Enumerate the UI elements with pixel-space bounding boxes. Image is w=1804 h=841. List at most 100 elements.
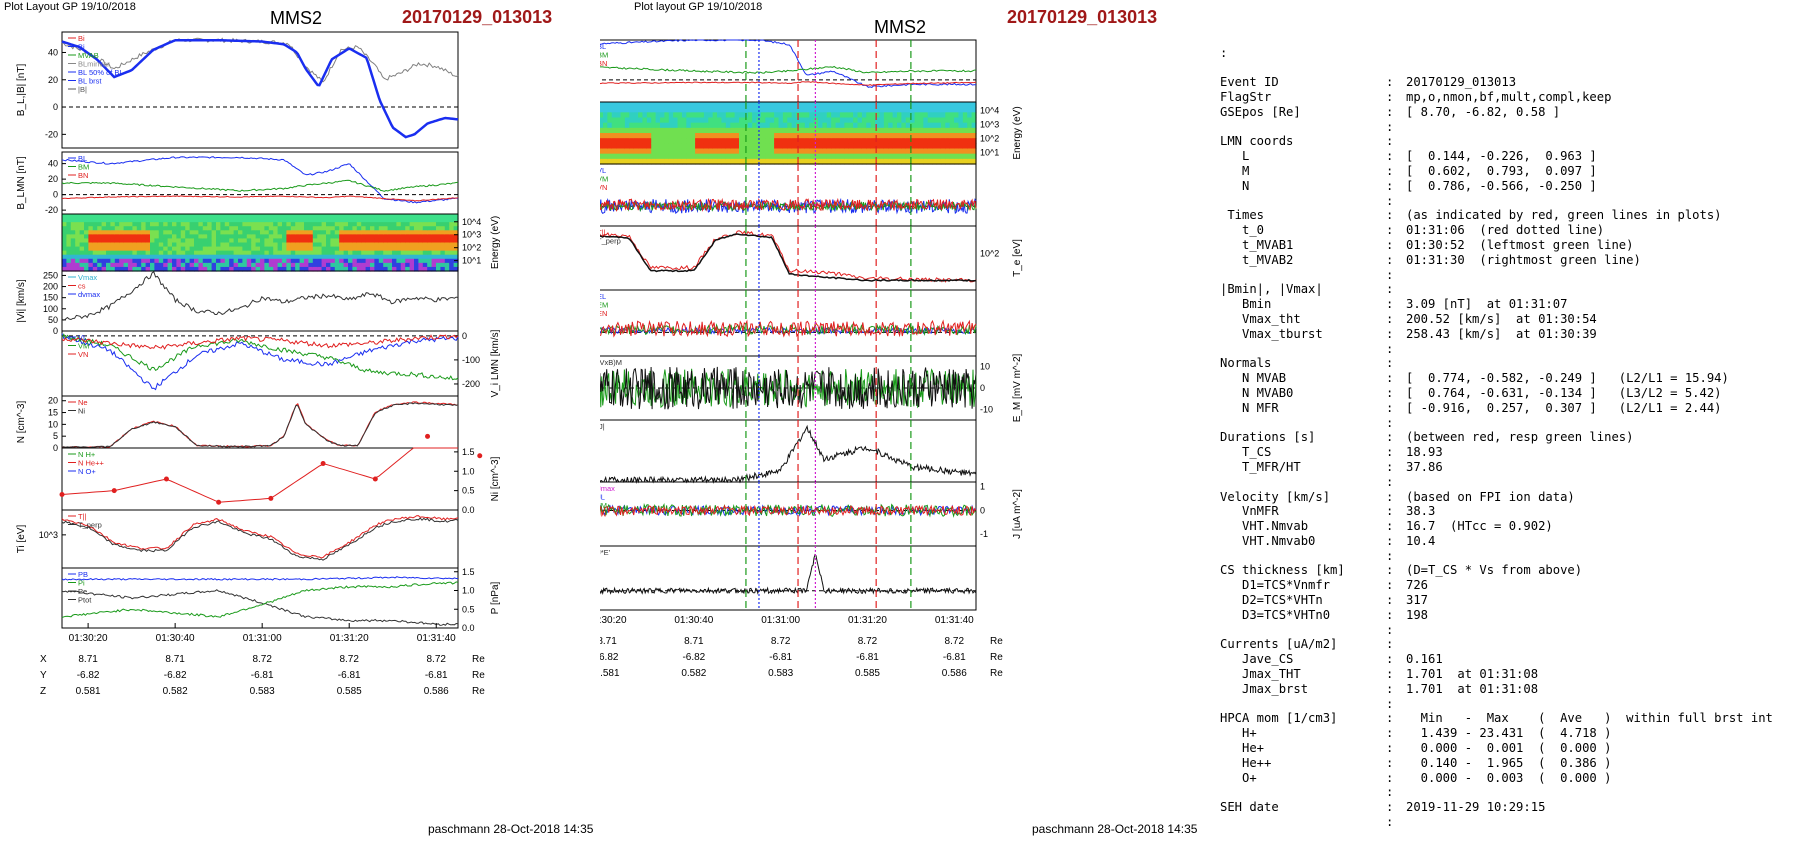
spectrogram-cell xyxy=(264,214,270,219)
spectrogram-cell xyxy=(198,266,204,272)
spectrogram-cell xyxy=(607,153,613,160)
spectrogram-cell xyxy=(220,266,226,272)
spectrogram-cell xyxy=(844,138,850,144)
spectrogram-cell xyxy=(163,234,169,240)
spectrogram-cell xyxy=(141,242,147,248)
spectrogram-cell xyxy=(756,153,762,160)
spectrogram-cell xyxy=(370,266,375,272)
summary-value: 317 xyxy=(1406,593,1429,608)
spectrogram-cell xyxy=(106,242,111,248)
tick-label: 10^4 xyxy=(462,217,481,227)
spectrogram-cell xyxy=(92,234,98,240)
spectrogram-cell xyxy=(818,117,823,124)
spectrogram-cell xyxy=(260,234,265,240)
pos-value: 8.72 xyxy=(339,654,359,665)
spectrogram-cell xyxy=(774,102,780,108)
spectrogram-cell xyxy=(791,127,797,134)
spectrogram-cell xyxy=(668,102,674,108)
spectrogram-cell xyxy=(198,218,204,223)
spectrogram-cell xyxy=(431,254,437,260)
spectrogram-cell xyxy=(629,117,635,124)
spectrogram-cell xyxy=(229,242,235,248)
spectrogram-cell xyxy=(75,238,81,244)
spectrogram-cell xyxy=(699,102,705,108)
spectrogram-cell xyxy=(339,222,345,227)
spectrogram-cell xyxy=(826,133,832,139)
spectrogram-cell xyxy=(378,242,384,248)
spectrogram-cell xyxy=(879,143,885,150)
spectrogram-cell xyxy=(308,246,314,252)
spectrogram-cell xyxy=(918,107,924,113)
spectrogram-cell xyxy=(189,238,195,244)
spectrogram-cell xyxy=(954,107,960,113)
spectrogram-cell xyxy=(260,214,265,219)
plot-panel: Ni [cm^-3]1.51.00.50.0N H+N He++N O+ xyxy=(59,433,501,515)
spectrogram-cell xyxy=(84,218,89,223)
spectrogram-cell xyxy=(607,148,613,155)
summary-label: N xyxy=(1220,178,1250,193)
spectrogram-cell xyxy=(97,262,103,268)
spectrogram-cell xyxy=(308,242,314,248)
panel-frame xyxy=(600,545,977,611)
spectrogram-cell xyxy=(668,117,674,124)
spectrogram-cell xyxy=(167,262,173,268)
spectrogram-cell xyxy=(967,133,973,139)
spectrogram-cell xyxy=(326,242,331,248)
summary-colon: : xyxy=(1386,741,1394,756)
spectrogram-cell xyxy=(282,246,287,252)
spectrogram-cell xyxy=(304,238,309,244)
spectrogram-cell xyxy=(422,226,428,231)
spectrogram-cell xyxy=(791,148,797,155)
spectrogram-cell xyxy=(321,214,327,219)
spectrogram-cell xyxy=(760,127,766,134)
summary-label: H+ xyxy=(1220,726,1257,741)
spectrogram-cell xyxy=(651,112,657,119)
spectrogram-cell xyxy=(128,214,133,219)
tick-label: 250 xyxy=(43,270,58,280)
spectrogram-cell xyxy=(695,102,701,108)
spectrogram-cell xyxy=(356,238,362,244)
spectrogram-cell xyxy=(198,230,204,235)
spectrogram-cell xyxy=(712,107,718,113)
spectrogram-cell xyxy=(620,148,626,155)
spectrogram-cell xyxy=(769,148,775,155)
spectrogram-cell xyxy=(145,222,151,227)
spectrogram-cell xyxy=(449,254,455,260)
spectrogram-cell xyxy=(79,250,85,256)
spectrogram-cell xyxy=(396,222,402,227)
spectrogram-cell xyxy=(923,143,929,150)
spectrogram-cell xyxy=(861,107,867,113)
legend-entry: Pi xyxy=(78,579,85,588)
spectrogram-cell xyxy=(611,143,617,150)
summary-label: VHT.Nmvab xyxy=(1220,519,1309,534)
spectrogram-cell xyxy=(268,234,274,240)
legend-entry: Pe xyxy=(78,587,87,596)
spectrogram-cell xyxy=(835,102,841,108)
spectrogram-cell xyxy=(449,250,455,256)
spectrogram-cell xyxy=(180,234,186,240)
spectrogram-cell xyxy=(721,138,727,144)
spectrogram-cell xyxy=(602,133,608,139)
spectrogram-cell xyxy=(361,230,367,235)
spectrogram-cell xyxy=(308,254,314,260)
spectrogram-cell xyxy=(940,133,946,139)
summary-label: Jave_CS xyxy=(1220,652,1294,667)
spectrogram-cell xyxy=(690,143,696,150)
summary-colon: : xyxy=(1386,459,1394,474)
left-event-title: 20170129_013013 xyxy=(402,7,553,27)
summary-row: H+: 1.439 - 23.431 ( 4.718 ) xyxy=(1220,726,1800,741)
spectrogram-cell xyxy=(945,117,951,124)
spectrogram-cell xyxy=(163,226,169,231)
tick-label: 1.5 xyxy=(462,567,475,577)
spectrogram-cell xyxy=(361,250,367,256)
spectrogram-cell xyxy=(800,158,806,165)
spectrogram-cell xyxy=(651,133,657,139)
spectrogram-cell xyxy=(427,262,433,268)
spectrogram-cell xyxy=(822,153,828,160)
spectrogram-cell xyxy=(927,117,933,124)
spectrogram-cell xyxy=(638,158,644,165)
spectrogram-cell xyxy=(101,258,107,264)
spectrogram-cell xyxy=(202,234,208,240)
spectrogram-cell xyxy=(945,122,951,129)
spectrogram-cell xyxy=(141,234,147,240)
